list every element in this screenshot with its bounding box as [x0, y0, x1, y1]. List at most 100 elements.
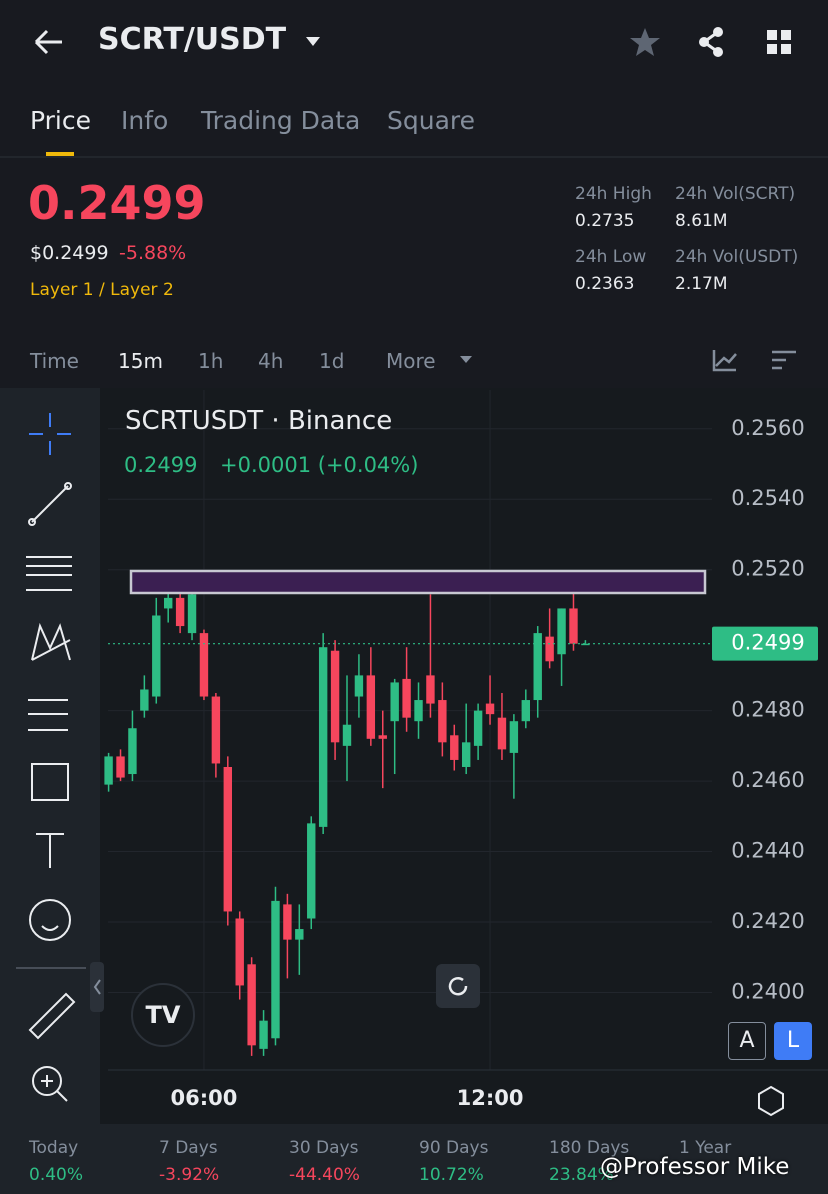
candle-body [366, 675, 376, 739]
tab[interactable]: Trading Data [201, 106, 361, 135]
candle-body [438, 700, 447, 743]
interval[interactable]: 1d [319, 349, 345, 373]
y-tick-label: 0.2480 [731, 698, 804, 722]
watermark: @Professor Mike [600, 1154, 790, 1180]
candle-body [581, 643, 590, 646]
period-label: 7 Days [159, 1138, 218, 1158]
period-label: 180 Days [549, 1138, 630, 1158]
candle-body [473, 710, 483, 746]
candle-body [199, 633, 209, 697]
menu-button[interactable] [767, 30, 791, 54]
period-value: 23.84% [549, 1165, 614, 1185]
favorite-button[interactable] [630, 28, 660, 56]
candle-body [509, 721, 519, 753]
collapse-arrow [93, 979, 101, 995]
tab[interactable]: Info [121, 106, 169, 135]
candle-body [557, 608, 566, 655]
candle-body [128, 728, 137, 775]
y-tick-label: 0.2420 [731, 909, 804, 933]
candle-body [426, 675, 435, 704]
x-tick-label: 06:00 [171, 1086, 238, 1110]
candle-body [152, 615, 161, 697]
y-tick-label: 0.2520 [731, 557, 804, 581]
period-value: -44.40% [289, 1165, 360, 1185]
tab[interactable]: Square [387, 106, 476, 135]
indicator-button[interactable] [712, 350, 737, 372]
interval[interactable]: 4h [258, 349, 284, 373]
interval[interactable]: Time [30, 349, 79, 373]
stat-label: 24h Low [575, 247, 647, 267]
candle-body [378, 735, 387, 739]
auto-scale-button[interactable]: A [728, 1022, 766, 1060]
period-label: Today [29, 1138, 79, 1158]
candle-body [569, 608, 578, 644]
chart-background [0, 388, 828, 1124]
candle-body [414, 700, 423, 722]
candle-body [402, 678, 411, 718]
candle-body [283, 904, 292, 940]
stat-value: 0.2363 [575, 274, 635, 294]
stat-value: 8.61M [675, 211, 728, 231]
last-price-badge [712, 626, 818, 661]
more-dropdown[interactable] [460, 356, 472, 363]
period-label: 90 Days [419, 1138, 489, 1158]
share-button[interactable] [699, 27, 723, 57]
toolbar-background [0, 388, 100, 1124]
tab[interactable]: Price [30, 106, 91, 135]
toolbar-collapse[interactable] [90, 962, 104, 1012]
tradingview-logo [131, 983, 195, 1047]
tags[interactable]: Layer 1 / Layer 2 [30, 280, 174, 300]
reset-icon [448, 977, 468, 996]
period-value: -3.92% [159, 1165, 220, 1185]
candle-body [485, 703, 495, 715]
log-scale-button[interactable]: L [774, 1022, 812, 1060]
interval[interactable]: 15m [118, 349, 163, 373]
stat-value: 0.2735 [575, 211, 635, 231]
period-value: 10.72% [419, 1165, 484, 1185]
candle-body [295, 929, 304, 940]
symbol-dropdown[interactable] [306, 37, 320, 46]
stat-label: 24h High [575, 184, 652, 204]
candle-body [521, 700, 530, 722]
y-tick-label: 0.2460 [731, 768, 804, 792]
candle-body [342, 724, 352, 746]
price-change: -5.88% [119, 242, 187, 264]
x-tick-label: 12:00 [457, 1086, 524, 1110]
candle-body [235, 918, 244, 986]
candle-body [307, 823, 316, 919]
drawing-tools [16, 413, 86, 1102]
candle-body [462, 742, 471, 767]
highlight-zone [129, 569, 707, 595]
candle-body [104, 756, 113, 785]
candle-body [175, 597, 185, 627]
settings-button[interactable] [772, 350, 796, 370]
period-label: 30 Days [289, 1138, 359, 1158]
y-tick-label: 0.2400 [731, 979, 804, 1003]
legend-change: +0.0001 (+0.04%) [220, 453, 419, 477]
back-button[interactable] [34, 29, 62, 55]
candlestick-chart: 0.2560 0.2540 0.2520 0.2480 0.2460 0.2440 0.24… [104, 390, 828, 1110]
stat-value: 2.17M [675, 274, 728, 294]
interval[interactable]: More [386, 349, 436, 373]
candle-body [533, 633, 542, 701]
tab-indicator [46, 152, 74, 156]
candle-body [318, 647, 328, 827]
candle-body [330, 650, 340, 743]
candle-body [223, 766, 232, 912]
legend-price: 0.2499 [124, 453, 198, 477]
interval[interactable]: 1h [198, 349, 224, 373]
candle-body [354, 675, 364, 697]
y-tick-label: 0.2440 [731, 839, 804, 863]
candle-body [247, 964, 256, 1046]
candle-body [140, 689, 149, 711]
candle-body [271, 900, 280, 1039]
stat-label: 24h Vol(USDT) [675, 247, 799, 267]
candle-body [545, 636, 554, 662]
chart-settings[interactable] [758, 1085, 784, 1117]
reset-button[interactable] [436, 964, 480, 1008]
candle-body [259, 1020, 268, 1049]
candle-body [211, 696, 221, 764]
logo-mark: TV [146, 1001, 181, 1029]
period-label: 1 Year [679, 1138, 732, 1158]
